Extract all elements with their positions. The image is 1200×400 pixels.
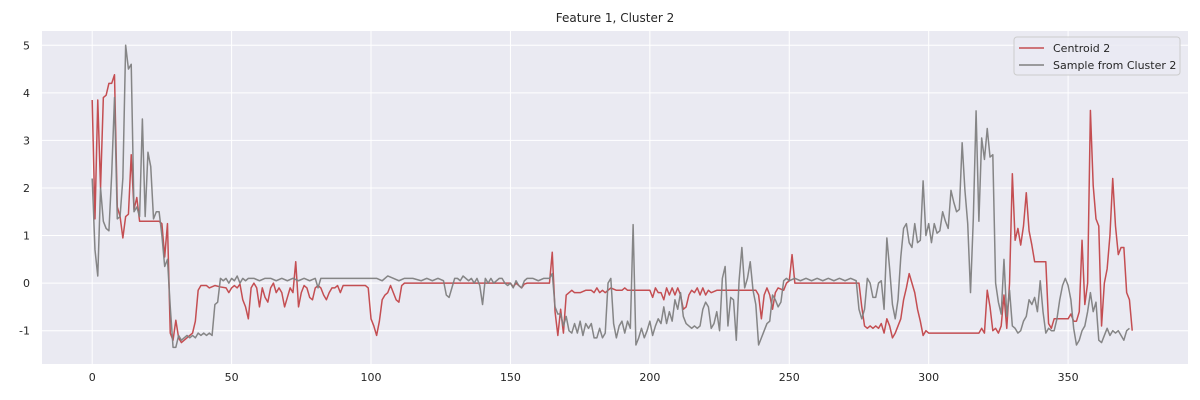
legend-label-centroid: Centroid 2 — [1053, 42, 1110, 55]
legend-label-sample: Sample from Cluster 2 — [1053, 59, 1176, 72]
x-tick-label: 150 — [500, 371, 521, 384]
series-line-centroid — [91, 74, 1133, 344]
grid-lines — [42, 31, 1188, 364]
x-tick-label: 50 — [225, 371, 239, 384]
y-tick-label: 4 — [23, 87, 30, 100]
x-tick-label: 200 — [639, 371, 660, 384]
y-tick-label: 3 — [23, 134, 30, 147]
tick-labels: 0 50 100 150 200 250 300 350 -1 0 1 2 3 4 5 — [19, 39, 1079, 384]
x-tick-label: 300 — [918, 371, 939, 384]
y-tick-label: 0 — [23, 277, 30, 290]
chart-title: Feature 1, Cluster 2 — [556, 11, 674, 25]
series-layer — [91, 44, 1133, 349]
x-tick-label: 0 — [89, 371, 96, 384]
x-tick-label: 350 — [1058, 371, 1079, 384]
legend-box — [1013, 36, 1181, 76]
y-tick-label: 5 — [23, 39, 30, 52]
y-tick-label: 2 — [23, 182, 30, 195]
y-tick-label: 1 — [23, 230, 30, 243]
plot-area — [42, 31, 1188, 364]
y-tick-label: -1 — [19, 325, 30, 338]
legend: Centroid 2 Sample from Cluster 2 — [1013, 36, 1181, 76]
x-tick-label: 250 — [779, 371, 800, 384]
series-line-sample — [91, 44, 1130, 349]
x-tick-label: 100 — [361, 371, 382, 384]
